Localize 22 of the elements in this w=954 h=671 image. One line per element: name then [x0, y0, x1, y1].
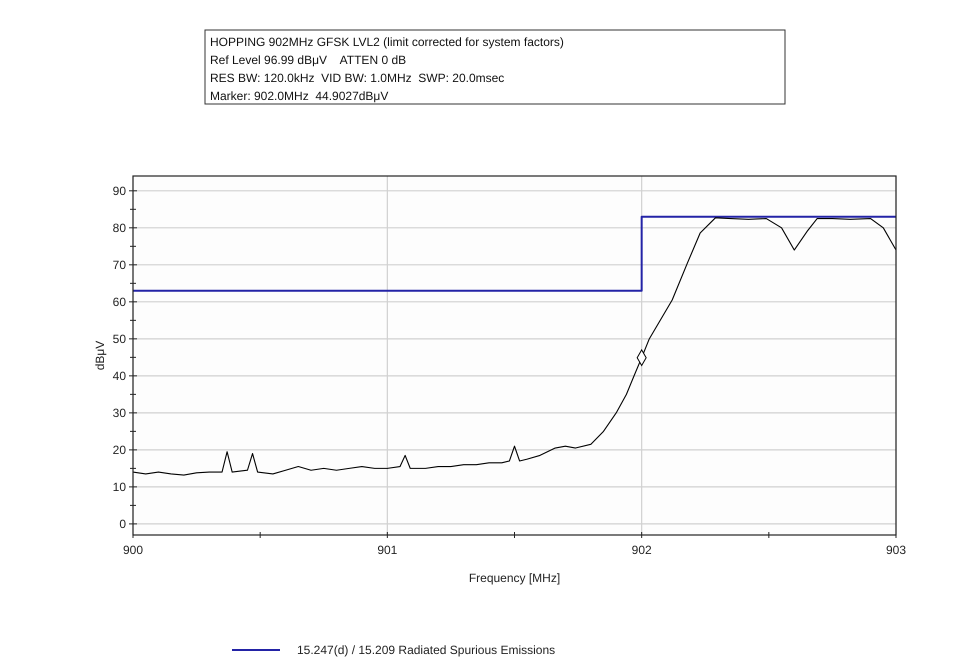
x-tick-label: 900 — [122, 543, 144, 557]
x-tick-label: 901 — [377, 543, 398, 557]
text: Ref Level 96.99 dBμV ATTEN 0 dB — [210, 53, 406, 67]
y-tick-label: 30 — [112, 406, 126, 420]
x-axis-title: Frequency [MHz] — [468, 571, 560, 585]
y-axis-title: dBμV — [93, 340, 107, 370]
chart-title: HOPPING 902MHz GFSK LVL2 (limit corrected for system factors) — [210, 35, 564, 49]
y-tick-label: 70 — [112, 258, 126, 272]
y-tick-label: 90 — [112, 184, 126, 198]
line-series — [132, 217, 897, 476]
y-tick-label: 50 — [112, 332, 126, 346]
text: Marker: 902.0MHz 44.9027dBμV — [210, 89, 388, 103]
y-tick-label: 20 — [112, 443, 126, 458]
y-tick-label: 10 — [112, 480, 126, 494]
y-tick-label: 60 — [112, 295, 126, 310]
legend-label: 15.247(d) / 15.209 Radiated Spurious Emissions — [297, 643, 556, 658]
y-tick-label: 80 — [112, 221, 126, 236]
x-tick-label: 903 — [886, 543, 906, 557]
x-tick-label: 902 — [632, 543, 652, 557]
text: RES BW: 120.0kHz VID BW: 1.0MHz SWP: 20.0msec — [210, 71, 504, 85]
y-tick-label: 0 — [119, 517, 126, 532]
y-tick-label: 40 — [112, 369, 126, 384]
